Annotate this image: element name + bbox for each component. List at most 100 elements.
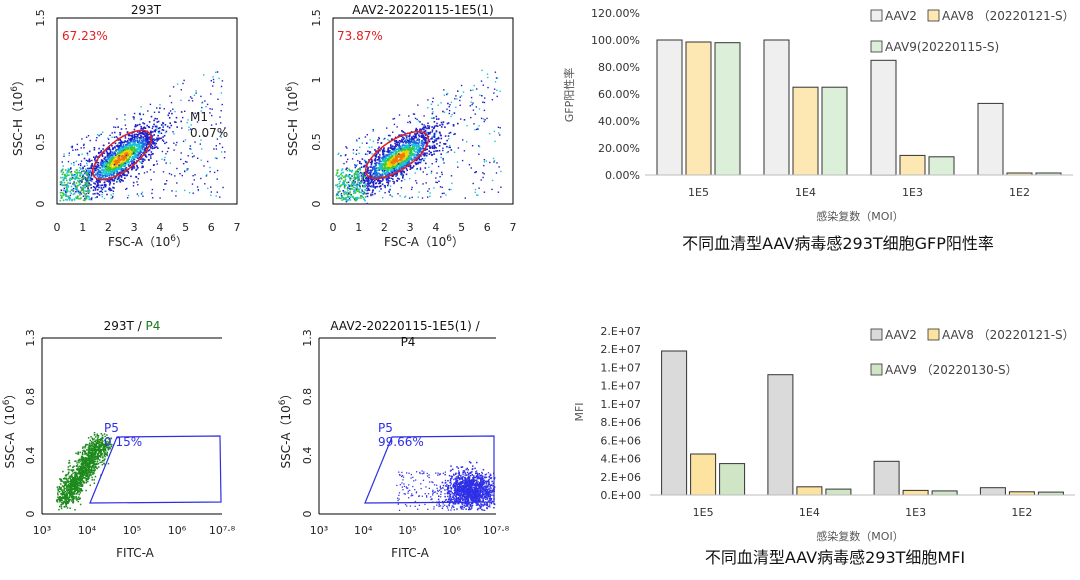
event-dot — [134, 161, 136, 163]
event-dot — [87, 160, 89, 162]
event-dot — [114, 157, 116, 159]
event-dot — [164, 157, 165, 158]
event-dot — [93, 193, 94, 194]
event-dot — [451, 114, 452, 115]
event-dot — [81, 193, 82, 194]
event-dot — [162, 122, 164, 124]
event-dot — [173, 143, 174, 144]
event-dot — [401, 187, 402, 188]
event-dot — [375, 158, 377, 160]
event-dot — [204, 183, 205, 184]
event-dot — [373, 181, 374, 182]
event-dot — [373, 186, 375, 188]
event-dot — [389, 173, 390, 174]
event-dot — [140, 126, 142, 128]
event-dot — [86, 449, 88, 451]
event-dot — [141, 154, 143, 156]
event-dot — [96, 180, 98, 182]
event-dot — [364, 176, 366, 178]
event-dot — [73, 162, 74, 163]
event-dot — [362, 158, 364, 160]
event-dot — [357, 181, 359, 183]
event-dot — [496, 162, 497, 163]
event-dot — [392, 149, 393, 150]
event-dot — [351, 175, 353, 177]
event-dot — [443, 121, 445, 123]
event-dot — [364, 199, 366, 201]
event-dot — [406, 168, 408, 170]
event-dot — [442, 187, 443, 188]
event-dot — [448, 151, 449, 152]
event-dot — [175, 122, 176, 123]
event-dot — [428, 134, 430, 136]
event-dot — [389, 161, 391, 163]
event-dot — [460, 118, 461, 119]
event-dot — [140, 114, 141, 115]
event-dot — [142, 143, 144, 145]
event-dot — [176, 182, 177, 183]
event-dot — [82, 490, 84, 492]
event-dot — [67, 191, 69, 193]
event-dot — [371, 146, 372, 147]
event-dot — [194, 95, 195, 96]
event-dot — [376, 155, 377, 156]
event-dot — [197, 186, 198, 187]
event-dot — [409, 157, 411, 159]
event-dot — [71, 178, 73, 180]
event-dot — [487, 73, 488, 74]
event-dot — [388, 163, 390, 165]
event-dot — [433, 153, 435, 155]
event-dot — [349, 191, 351, 193]
event-dot — [436, 159, 437, 160]
event-dot — [386, 169, 388, 171]
event-dot — [498, 166, 499, 167]
event-dot — [200, 143, 201, 144]
event-dot — [150, 157, 152, 159]
event-dot — [86, 172, 88, 174]
event-dot — [389, 135, 391, 137]
event-dot — [418, 148, 420, 150]
event-dot — [428, 167, 429, 168]
event-dot — [128, 153, 130, 155]
event-dot — [390, 147, 392, 149]
event-dot — [169, 122, 171, 124]
event-dot — [76, 169, 78, 171]
event-dot — [425, 167, 427, 169]
event-dot — [141, 136, 143, 138]
event-dot — [440, 186, 441, 187]
event-dot — [96, 173, 98, 175]
event-dot — [481, 179, 482, 180]
event-dot — [418, 152, 419, 153]
event-dot — [416, 133, 418, 135]
event-dot — [222, 80, 223, 81]
event-dot — [395, 154, 396, 155]
event-dot — [384, 138, 385, 139]
event-dot — [156, 129, 157, 130]
event-dot — [355, 173, 357, 175]
event-dot — [356, 154, 357, 155]
event-dot — [151, 116, 153, 118]
event-dot — [75, 191, 77, 193]
event-dot — [69, 179, 71, 181]
event-dot — [474, 85, 475, 86]
event-dot — [97, 189, 99, 191]
event-dot — [157, 138, 159, 140]
event-dot — [83, 185, 85, 187]
event-dot — [101, 150, 103, 152]
event-dot — [65, 169, 67, 171]
event-dot — [409, 121, 410, 122]
event-dot — [377, 139, 379, 141]
event-dot — [431, 172, 432, 173]
event-dot — [61, 196, 63, 198]
event-dot — [341, 195, 342, 196]
event-dot — [141, 132, 143, 134]
event-dot — [102, 192, 103, 193]
event-dot — [84, 166, 85, 167]
event-dot — [358, 189, 360, 191]
event-dot — [374, 186, 376, 188]
event-dot — [112, 197, 113, 198]
event-dot — [121, 163, 123, 165]
event-dot — [183, 163, 184, 164]
event-dot — [86, 185, 88, 187]
event-dot — [110, 165, 112, 167]
